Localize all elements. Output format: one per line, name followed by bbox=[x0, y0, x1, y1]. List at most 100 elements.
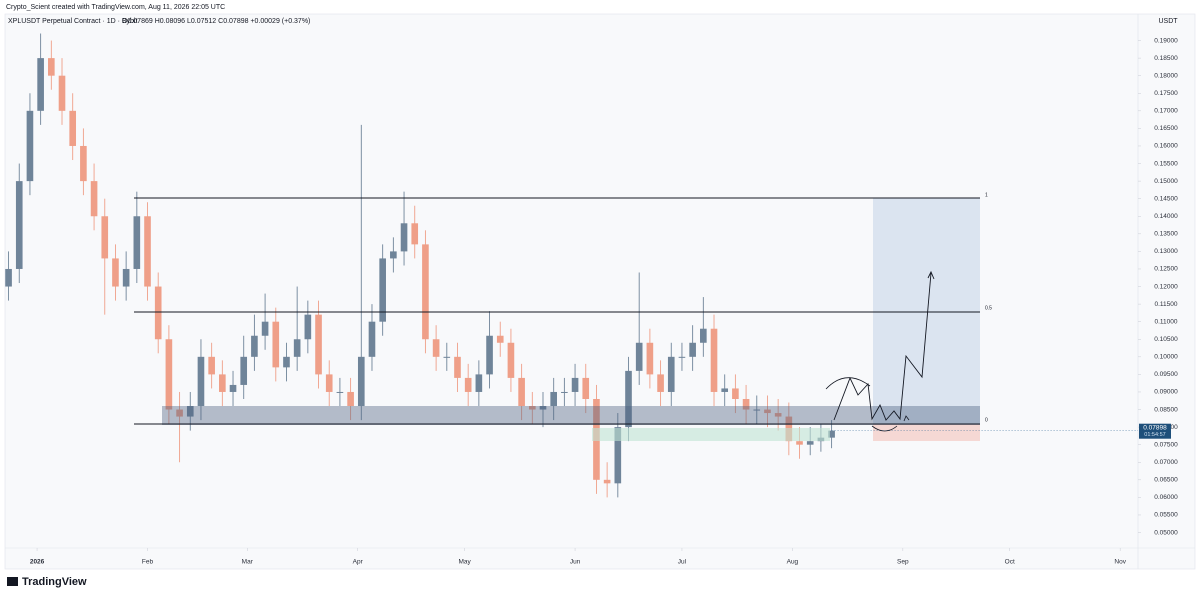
x-tick-label: Feb bbox=[142, 559, 154, 566]
candle-body bbox=[293, 339, 301, 357]
y-tick-label: 0.10000 bbox=[1154, 354, 1178, 361]
projection-arrow bbox=[927, 270, 935, 280]
candle-body bbox=[603, 479, 611, 484]
candle-body bbox=[678, 356, 686, 358]
candle-body bbox=[614, 427, 622, 484]
candle-body bbox=[507, 342, 515, 378]
candle-body bbox=[806, 441, 814, 445]
candle-body bbox=[475, 374, 483, 392]
candle-body bbox=[828, 430, 835, 438]
candle-body bbox=[635, 342, 643, 371]
y-tick-label: 0.05500 bbox=[1154, 512, 1178, 519]
candle-body bbox=[144, 216, 151, 287]
candle-body bbox=[390, 251, 397, 259]
candle-body bbox=[48, 58, 55, 76]
candle-body bbox=[5, 268, 12, 287]
candle-body bbox=[625, 370, 632, 428]
y-tick-label: 0.08500 bbox=[1154, 406, 1178, 413]
candle-body bbox=[37, 58, 44, 111]
candle-body bbox=[90, 181, 98, 217]
candle-body bbox=[550, 391, 557, 407]
candle-body bbox=[700, 328, 707, 343]
y-tick-label: 0.09000 bbox=[1154, 389, 1178, 396]
candle-body bbox=[154, 286, 162, 340]
brand-name: TradingView bbox=[22, 576, 87, 588]
candle-body bbox=[197, 356, 205, 407]
candle-body bbox=[26, 110, 34, 182]
candles bbox=[5, 33, 835, 498]
curve-arrow bbox=[871, 425, 898, 432]
x-tick-label: Sep bbox=[897, 559, 909, 566]
small-arrow bbox=[903, 415, 910, 422]
y-tick-label: 0.07000 bbox=[1154, 459, 1178, 466]
fib-label: 0.5 bbox=[985, 305, 992, 311]
candle-body bbox=[357, 356, 365, 407]
candle-body bbox=[80, 145, 87, 182]
long-stop-zone bbox=[873, 424, 980, 441]
candle-body bbox=[657, 374, 664, 392]
long-target-zone bbox=[873, 198, 980, 424]
candle-body bbox=[646, 342, 654, 375]
candle-body bbox=[764, 409, 771, 414]
candle-body bbox=[518, 377, 525, 407]
ohlc-legend: O0.07869 H0.08096 L0.07512 C0.07898 +0.0… bbox=[122, 18, 310, 25]
candle-body bbox=[411, 223, 419, 245]
y-tick-label: 0.05000 bbox=[1154, 529, 1178, 536]
drawings: 1 0.5 0 bbox=[134, 192, 992, 441]
candle-body bbox=[721, 388, 729, 392]
x-tick-label: 2026 bbox=[30, 559, 45, 566]
candle-body bbox=[710, 328, 718, 392]
candle-body bbox=[571, 377, 579, 392]
y-tick-label: 0.15000 bbox=[1154, 178, 1178, 185]
candle-body bbox=[486, 335, 493, 375]
candle-body bbox=[101, 216, 109, 259]
brand: TradingView bbox=[7, 576, 87, 588]
x-tick-label: Jun bbox=[570, 559, 581, 566]
candle-body bbox=[539, 406, 547, 410]
candle-body bbox=[261, 321, 269, 336]
y-tick-label: 0.13000 bbox=[1154, 248, 1178, 255]
candle-body bbox=[283, 356, 290, 368]
last-price-label: 0.07898 bbox=[1143, 424, 1167, 431]
candle-body bbox=[133, 216, 141, 269]
y-tick-label: 0.19000 bbox=[1154, 37, 1178, 44]
y-tick-label: 0.16000 bbox=[1154, 143, 1178, 150]
y-tick-label: 0.17000 bbox=[1154, 108, 1178, 115]
candle-body bbox=[336, 391, 344, 393]
x-tick-label: Aug bbox=[787, 559, 799, 566]
y-tick-label: 0.13500 bbox=[1154, 231, 1178, 238]
last-price-bg bbox=[1139, 423, 1171, 439]
candle-body bbox=[582, 377, 590, 399]
y-tick-label: 0.18500 bbox=[1154, 55, 1178, 62]
candle-body bbox=[753, 409, 761, 411]
currency: USDT bbox=[1158, 18, 1178, 25]
candle-body bbox=[464, 377, 472, 392]
y-tick-label: 0.09500 bbox=[1154, 371, 1178, 378]
candle-body bbox=[528, 406, 536, 410]
candle-body bbox=[667, 356, 675, 392]
candle-body bbox=[400, 223, 408, 252]
candle-body bbox=[122, 268, 130, 287]
projection-path bbox=[833, 272, 932, 421]
countdown: 01:54:57 bbox=[1144, 432, 1165, 438]
candle-body bbox=[496, 335, 504, 343]
candle-body bbox=[112, 258, 119, 287]
symbol-title: XPLUSDT Perpetual Contract · 1D · Bybit bbox=[8, 18, 137, 25]
candle-body bbox=[165, 339, 173, 410]
candle-body bbox=[15, 181, 23, 269]
candle-body bbox=[304, 314, 312, 340]
candle-body bbox=[368, 321, 376, 357]
y-tick-label: 0.17500 bbox=[1154, 90, 1178, 97]
y-tick-label: 0.06000 bbox=[1154, 494, 1178, 501]
candle-body bbox=[58, 75, 66, 111]
chart-pane bbox=[4, 13, 1196, 570]
y-tick-label: 0.10500 bbox=[1154, 336, 1178, 343]
demand-zone bbox=[592, 428, 830, 441]
candle-body bbox=[208, 356, 215, 375]
candle-body bbox=[347, 391, 354, 407]
candle-body bbox=[229, 384, 237, 392]
y-tick-label: 0.12000 bbox=[1154, 283, 1178, 290]
candle-body bbox=[742, 398, 750, 410]
support-zone bbox=[162, 406, 980, 425]
fib-label: 1 bbox=[985, 192, 988, 198]
